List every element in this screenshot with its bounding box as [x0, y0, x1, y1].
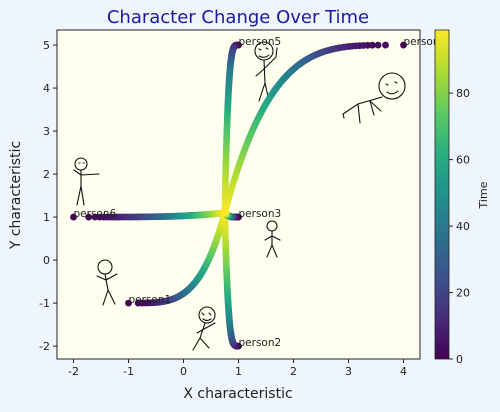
data-point: [70, 213, 77, 221]
colorbar-tick-label: 20: [456, 287, 470, 300]
data-point: [382, 41, 389, 49]
data-point: [400, 41, 407, 49]
x-tick-label: -2: [68, 365, 79, 378]
stick-figure-person1: [96, 259, 118, 306]
x-tick-label: 2: [290, 365, 297, 378]
colorbar-tick-label: 80: [456, 87, 470, 100]
y-tick-label: -1: [39, 297, 50, 310]
y-axis-ticks: -2 -1 0 1 2 3 4 5: [39, 39, 57, 353]
colorbar-tick-label: 60: [456, 154, 470, 167]
x-tick-label: 1: [235, 365, 242, 378]
data-point: [374, 41, 382, 49]
data-point: [368, 41, 376, 49]
y-axis-label: Y characteristic: [8, 141, 24, 250]
stick-figures: [73, 41, 406, 351]
y-tick-label: 3: [43, 125, 50, 138]
y-tick-label: 5: [43, 39, 50, 52]
colorbar: [434, 29, 450, 360]
x-tick-label: 4: [400, 365, 407, 378]
x-axis-ticks: -2 -1 0 1 2 3 4: [68, 359, 407, 378]
stick-figure-person2: [192, 306, 216, 351]
x-axis-label: X characteristic: [183, 386, 292, 402]
y-tick-label: 0: [43, 254, 50, 267]
annotations: person1person2person3person4person5perso…: [74, 36, 447, 349]
annotation-label: person2: [239, 337, 282, 349]
colorbar-tick-label: 40: [456, 220, 470, 233]
chart-title: Character Change Over Time: [107, 7, 369, 28]
colorbar-ticks: 0 20 40 60 80: [449, 87, 470, 366]
x-tick-label: -1: [123, 365, 134, 378]
x-tick-label: 3: [345, 365, 352, 378]
y-tick-label: -2: [39, 340, 50, 353]
colorbar-label: Time: [477, 181, 490, 209]
data-point: [221, 209, 229, 217]
scatter-points: [70, 41, 407, 350]
stick-figure-person3: [264, 220, 281, 258]
stick-figure-person4: [342, 72, 406, 124]
y-tick-label: 1: [43, 211, 50, 224]
stick-figure-person6: [73, 157, 100, 206]
data-point: [91, 213, 99, 221]
annotation-label: person6: [74, 208, 117, 220]
x-tick-label: 0: [180, 365, 187, 378]
y-tick-label: 4: [43, 82, 50, 95]
stick-figure-person5: [254, 41, 278, 102]
plot-area: [57, 30, 420, 359]
y-tick-label: 2: [43, 168, 50, 181]
annotation-label: person3: [239, 208, 282, 220]
data-point: [125, 299, 132, 307]
colorbar-tick-label: 0: [456, 353, 463, 366]
annotation-label: person5: [239, 36, 282, 48]
data-point: [85, 213, 93, 221]
annotation-label: person1: [129, 294, 172, 306]
